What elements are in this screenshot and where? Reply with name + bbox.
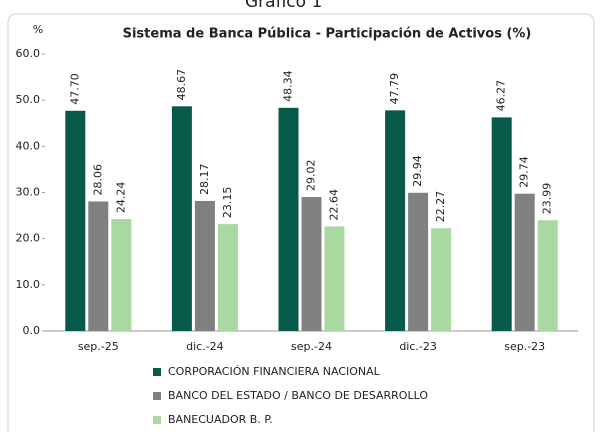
data-label: 24.24 xyxy=(114,182,127,214)
data-label: 47.79 xyxy=(388,73,401,105)
data-label: 46.27 xyxy=(495,80,508,112)
bar xyxy=(431,228,452,331)
bar xyxy=(278,107,299,332)
data-label: 29.74 xyxy=(518,156,531,188)
y-tick-label: 40.0 xyxy=(16,139,41,152)
bar xyxy=(514,193,535,331)
chart-heading: Gráfico 1 xyxy=(245,0,322,12)
bar xyxy=(491,117,512,331)
bar xyxy=(537,220,558,331)
y-tick-label: 20.0 xyxy=(16,232,41,245)
legend-label: BANCO DEL ESTADO / BANCO DE DESARROLLO xyxy=(168,389,428,402)
bar xyxy=(385,110,406,331)
x-tick-label: dic.-23 xyxy=(399,340,437,353)
data-label: 29.94 xyxy=(411,155,424,187)
bar xyxy=(301,197,322,331)
legend-label: CORPORACIÓN FINANCIERA NACIONAL xyxy=(168,365,381,378)
x-tick-label: sep.-23 xyxy=(504,340,545,353)
y-axis-label: % xyxy=(33,23,43,36)
bar xyxy=(217,224,238,331)
x-tick-label: sep.-25 xyxy=(78,340,119,353)
legend-swatch xyxy=(153,392,161,400)
bar xyxy=(324,226,345,331)
data-label: 28.06 xyxy=(91,164,104,196)
legend-swatch xyxy=(153,368,161,376)
y-tick-label: 0.0 xyxy=(23,324,41,337)
bar xyxy=(171,106,192,332)
chart-frame xyxy=(7,13,595,436)
data-label: 48.34 xyxy=(282,70,295,102)
data-label: 28.17 xyxy=(198,163,211,195)
data-label: 48.67 xyxy=(175,69,188,101)
bar xyxy=(408,192,429,331)
y-tick-label: 30.0 xyxy=(16,186,41,199)
bar xyxy=(111,219,132,331)
bar xyxy=(194,200,215,331)
data-label: 23.15 xyxy=(221,187,234,219)
legend-swatch xyxy=(153,416,161,424)
data-label: 22.27 xyxy=(434,191,447,223)
data-label: 29.02 xyxy=(305,160,318,192)
data-label: 47.70 xyxy=(68,73,81,105)
bar xyxy=(88,201,109,331)
y-tick-label: 10.0 xyxy=(16,278,41,291)
data-label: 22.64 xyxy=(328,189,341,221)
chart-title: Sistema de Banca Pública - Participación… xyxy=(123,27,532,42)
y-tick-label: 50.0 xyxy=(16,93,41,106)
data-label: 23.99 xyxy=(541,183,554,215)
y-tick-label: 60.0 xyxy=(16,47,41,60)
bar xyxy=(65,110,86,331)
x-tick-label: sep.-24 xyxy=(291,340,332,353)
legend-label: BANECUADOR B. P. xyxy=(168,413,273,426)
x-tick-label: dic.-24 xyxy=(186,340,224,353)
